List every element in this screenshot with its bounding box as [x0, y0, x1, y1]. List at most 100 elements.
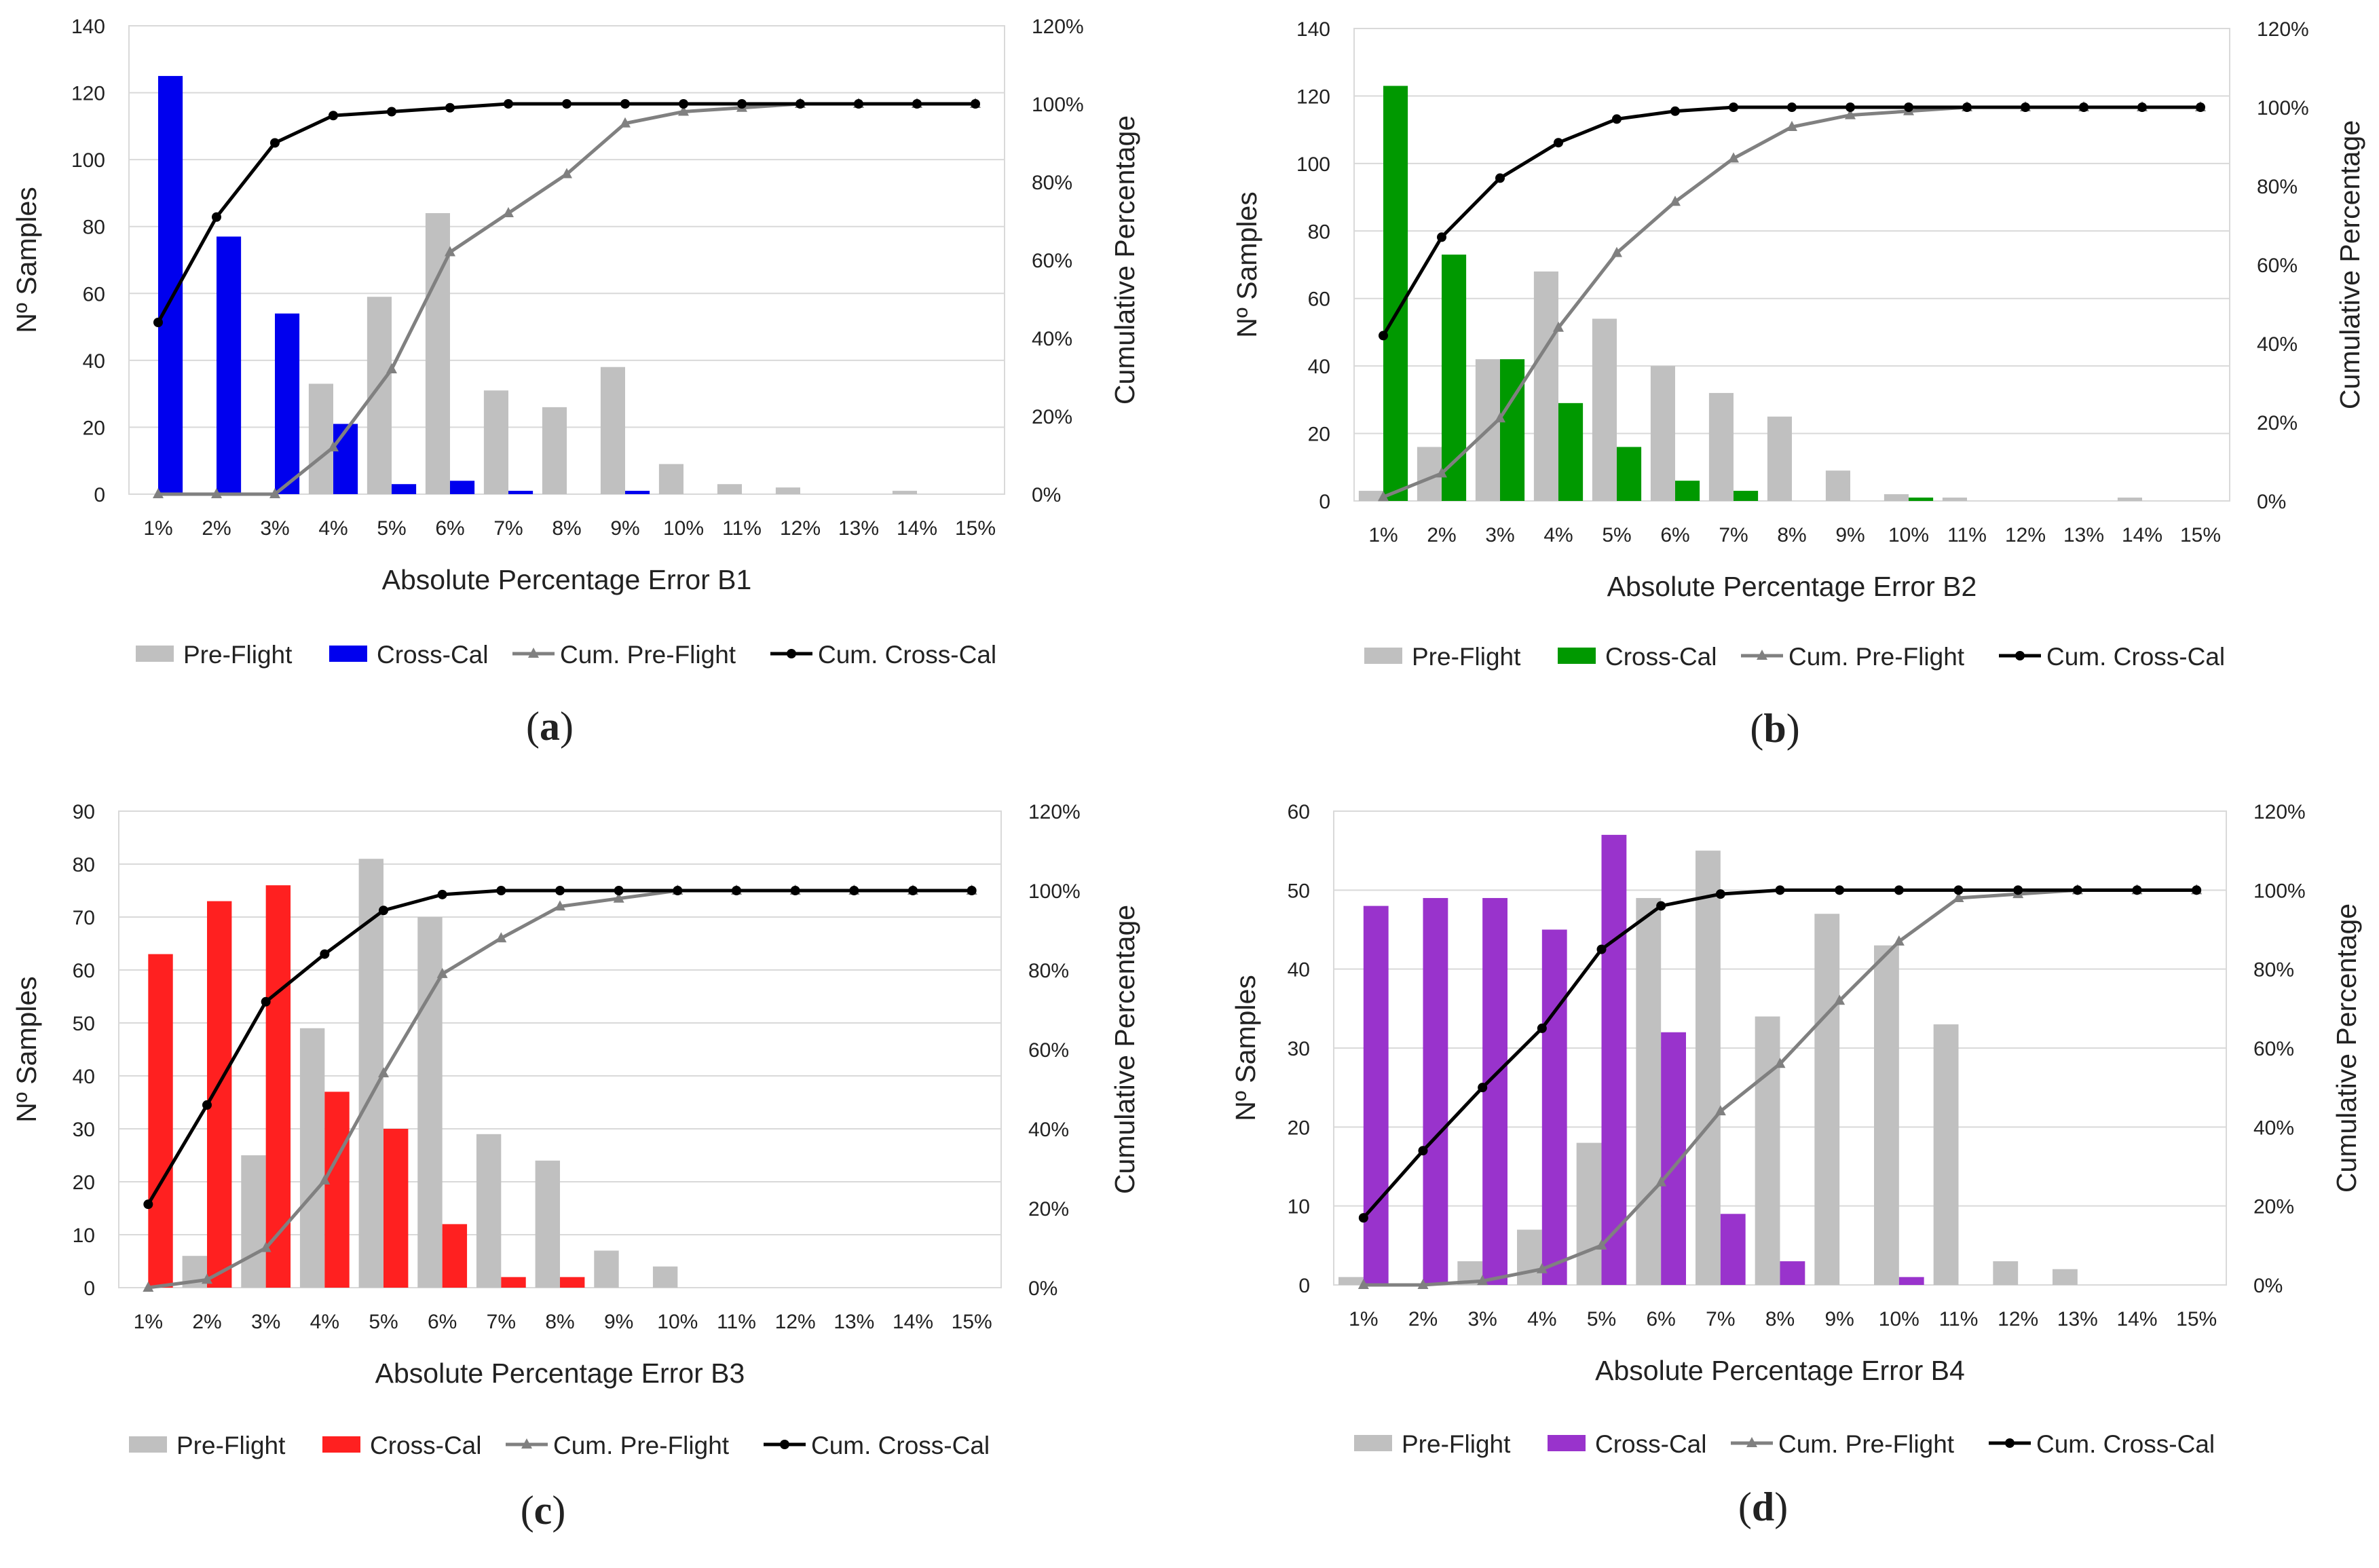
y2-tick-label: 40% — [2253, 1117, 2294, 1139]
y2-tick-label: 80% — [1032, 172, 1072, 194]
legend-label: Cum. Cross-Cal — [811, 1432, 990, 1459]
legend-swatch-pre-flight — [1354, 1435, 1392, 1451]
y-tick-label: 120 — [1296, 86, 1330, 108]
legend-label: Pre-Flight — [1412, 643, 1521, 671]
x-tick-label: 15% — [952, 1311, 992, 1333]
legend: Pre-Flight Cross-Cal Cum. Pre-Flight Cum. C… — [1364, 643, 2225, 671]
chart-panel-c: 0 10 20 30 40 50 60 70 80 90 0% 20% 40% 60% 80% 100% 120… — [11, 801, 1140, 1533]
legend-marker-triangle — [1757, 650, 1767, 660]
panel-label-close: ) — [552, 1488, 565, 1533]
legend-label: Cross-Cal — [370, 1432, 481, 1459]
panel-label: (d) — [1738, 1485, 1788, 1529]
point-cum-pre-flight — [495, 932, 507, 943]
bar-pre-flight — [1650, 366, 1675, 501]
x-tick-label: 11% — [1939, 1308, 1979, 1330]
bar-cross-cal — [1909, 498, 1934, 501]
legend-item: Cross-Cal — [1558, 643, 1717, 671]
point-cum-cross-cal — [854, 99, 863, 109]
point-cum-pre-flight — [620, 117, 631, 128]
y-tick-label: 0 — [94, 484, 105, 506]
point-cum-pre-flight — [1670, 195, 1681, 206]
bar-pre-flight — [1825, 470, 1850, 501]
series-cum-cross-cal — [1379, 102, 2205, 341]
y-tick-label: 50 — [73, 1013, 95, 1035]
bar-cross-cal — [265, 885, 291, 1288]
legend-marker-circle — [2005, 1438, 2015, 1448]
y2-tick-label: 20% — [1032, 406, 1072, 428]
legend-marker-circle — [787, 649, 796, 658]
x-axis-title: Absolute Percentage Error B1 — [382, 564, 752, 595]
bar-cross-cal — [207, 901, 232, 1288]
point-cum-cross-cal — [2013, 885, 2023, 895]
x-tick-label: 7% — [493, 517, 523, 540]
y2-tick-label: 40% — [1032, 328, 1072, 350]
legend-marker-triangle — [521, 1438, 532, 1449]
bar-pre-flight — [1576, 1142, 1602, 1285]
point-cum-pre-flight — [153, 488, 164, 498]
legend-item: Pre-Flight — [1364, 643, 1521, 671]
point-cum-cross-cal — [1495, 173, 1505, 183]
y-axis-title: Nº Samples — [1230, 975, 1261, 1121]
point-cum-pre-flight — [1378, 491, 1389, 502]
x-tick-label: 8% — [552, 517, 581, 540]
point-cum-cross-cal — [1537, 1023, 1547, 1033]
legend-marker-circle — [780, 1440, 789, 1449]
bar-pre-flight — [775, 487, 800, 494]
x-tick-label: 14% — [897, 517, 937, 540]
bar-cross-cal — [1500, 359, 1525, 501]
y2-tick-label: 40% — [1028, 1119, 1069, 1141]
point-cum-pre-flight — [386, 363, 397, 373]
point-cum-cross-cal — [555, 886, 565, 895]
panel-label: (a) — [526, 704, 574, 749]
legend-item: Cum. Pre-Flight — [1741, 643, 1965, 671]
point-cum-cross-cal — [790, 886, 800, 895]
legend-item: Cross-Cal — [329, 641, 488, 669]
x-tick-label: 6% — [428, 1311, 457, 1333]
panel-label-close: ) — [1786, 706, 1800, 751]
x-tick-label: 3% — [1485, 524, 1514, 546]
bar-cross-cal — [1558, 403, 1584, 501]
panel-label: (c) — [521, 1488, 566, 1533]
y2-tick-label: 20% — [1028, 1198, 1069, 1220]
legend-marker-triangle — [528, 648, 539, 658]
point-cum-cross-cal — [1418, 1146, 1428, 1156]
point-cum-cross-cal — [153, 318, 163, 327]
legend-item: Pre-Flight — [136, 641, 293, 669]
point-cum-pre-flight — [1536, 1263, 1548, 1273]
y-axis-title: Nº Samples — [11, 976, 42, 1123]
y-tick-label: 0 — [83, 1277, 95, 1300]
bar-pre-flight — [2117, 498, 2142, 501]
y-tick-label: 20 — [1308, 424, 1330, 446]
point-cum-cross-cal — [912, 99, 922, 109]
legend-label: Cum. Pre-Flight — [553, 1432, 730, 1459]
x-tick-label: 10% — [663, 517, 704, 540]
point-cum-cross-cal — [1729, 102, 1738, 112]
y2-tick-label: 80% — [2253, 959, 2294, 982]
point-cum-cross-cal — [1358, 1213, 1368, 1223]
point-cum-pre-flight — [1495, 412, 1505, 423]
point-cum-pre-flight — [269, 488, 280, 498]
point-cum-pre-flight — [1728, 152, 1739, 163]
bar-cross-cal — [501, 1277, 526, 1288]
panel-label-close: ) — [560, 704, 574, 749]
bar-pre-flight — [1942, 498, 1967, 501]
x-tick-label: 8% — [545, 1311, 574, 1333]
y-tick-label: 20 — [83, 417, 105, 439]
bar-cross-cal — [625, 491, 650, 494]
legend: Pre-Flight Cross-Cal Cum. Pre-Flight Cum. C… — [1354, 1430, 2215, 1458]
y-tick-label: 140 — [71, 16, 105, 38]
point-cum-cross-cal — [379, 906, 388, 916]
x-tick-label: 11% — [717, 1311, 756, 1333]
y-tick-label: 70 — [73, 907, 95, 929]
point-cum-cross-cal — [1904, 102, 1913, 112]
point-cum-cross-cal — [1962, 102, 1972, 112]
x-tick-label: 1% — [1368, 524, 1398, 546]
bar-cross-cal — [275, 313, 300, 494]
panel-label-letter: c — [534, 1488, 552, 1533]
y-tick-label: 80 — [1308, 221, 1330, 243]
point-cum-pre-flight — [555, 900, 565, 911]
point-cum-cross-cal — [1612, 114, 1622, 124]
bar-cross-cal — [148, 954, 173, 1288]
bar-pre-flight — [1874, 945, 1899, 1285]
